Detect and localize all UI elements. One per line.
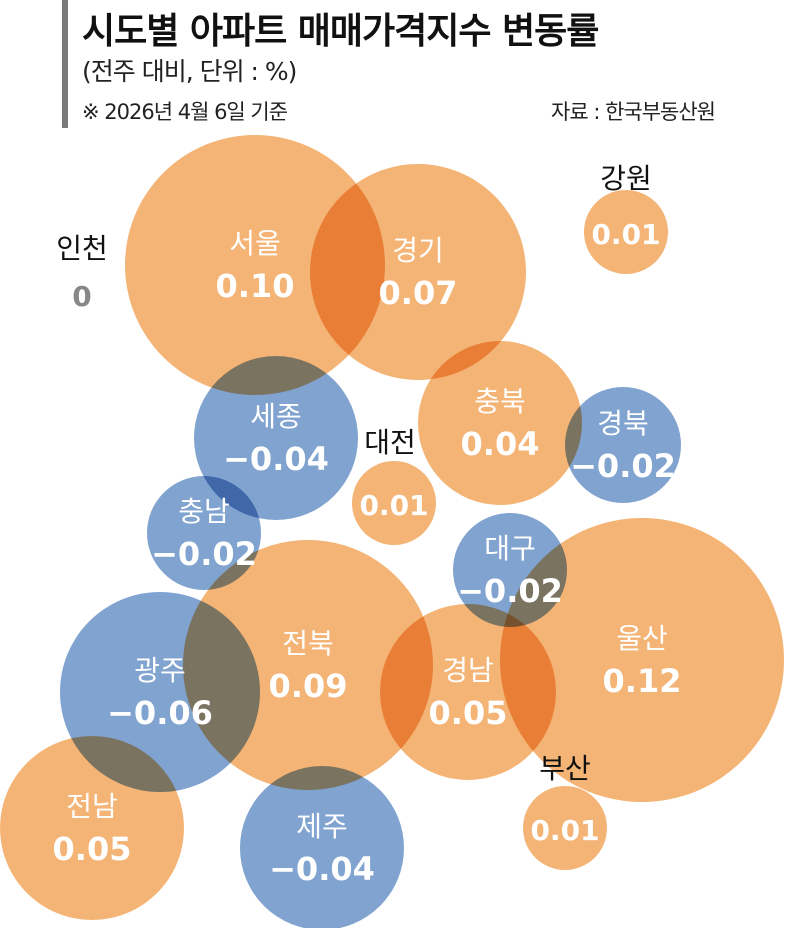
region-label: 인천 bbox=[56, 232, 108, 265]
region-label: 대구 bbox=[484, 532, 536, 565]
region-label: 부산 bbox=[539, 752, 591, 785]
value-label: −0.06 bbox=[107, 694, 213, 732]
bubble-부산 bbox=[523, 786, 607, 870]
chart-title: 시도별 아파트 매매가격지수 변동률 bbox=[82, 11, 599, 52]
value-label: 0.01 bbox=[591, 218, 660, 251]
region-label: 제주 bbox=[296, 810, 348, 843]
value-label: 0.07 bbox=[379, 274, 458, 312]
region-label: 충남 bbox=[178, 495, 230, 528]
region-label: 전북 bbox=[282, 627, 334, 660]
bubble-경기 bbox=[310, 164, 526, 380]
region-label: 서울 bbox=[229, 227, 281, 260]
value-label: 0.04 bbox=[461, 425, 540, 463]
source-note: 자료 : 한국부동산원 bbox=[551, 100, 716, 124]
value-label: −0.04 bbox=[269, 850, 375, 888]
value-label: −0.04 bbox=[223, 440, 329, 478]
bubble-대전 bbox=[352, 461, 436, 545]
bubble-경남 bbox=[380, 604, 556, 780]
region-label: 충북 bbox=[474, 385, 526, 418]
region-label: 대전 bbox=[364, 426, 416, 459]
bubble-충남 bbox=[147, 476, 261, 590]
bubble-전남 bbox=[0, 736, 184, 920]
value-label: 0.01 bbox=[359, 489, 428, 522]
region-label: 경남 bbox=[442, 654, 494, 687]
bubble-제주 bbox=[240, 766, 404, 928]
title-accent-bar bbox=[62, 0, 68, 128]
region-label: 울산 bbox=[616, 622, 668, 655]
region-label: 강원 bbox=[600, 162, 652, 195]
value-label: 0.05 bbox=[429, 694, 508, 732]
bubble-서울 bbox=[125, 135, 385, 395]
value-label: −0.02 bbox=[457, 572, 563, 610]
bubble-울산 bbox=[500, 518, 784, 802]
region-label: 전남 bbox=[66, 790, 118, 823]
bubble-강원 bbox=[584, 190, 668, 274]
value-label: 0.01 bbox=[530, 814, 599, 847]
date-note: ※ 2026년 4월 6일 기준 bbox=[82, 100, 288, 124]
bubble-경북 bbox=[565, 387, 681, 503]
region-label: 경기 bbox=[392, 234, 444, 267]
value-label: −0.02 bbox=[570, 447, 676, 485]
bubble-충북 bbox=[418, 341, 582, 505]
value-label: 0 bbox=[72, 280, 91, 313]
value-label: 0.10 bbox=[216, 267, 295, 305]
chart-subtitle: (전주 대비, 단위 : %) bbox=[82, 57, 297, 86]
bubble-세종 bbox=[194, 356, 358, 520]
region-label: 세종 bbox=[250, 400, 302, 433]
value-label: −0.02 bbox=[151, 535, 257, 573]
value-label: 0.09 bbox=[269, 667, 348, 705]
region-label: 경북 bbox=[597, 407, 649, 440]
value-label: 0.12 bbox=[603, 662, 682, 700]
value-label: 0.05 bbox=[53, 830, 132, 868]
region-label: 광주 bbox=[134, 654, 186, 687]
